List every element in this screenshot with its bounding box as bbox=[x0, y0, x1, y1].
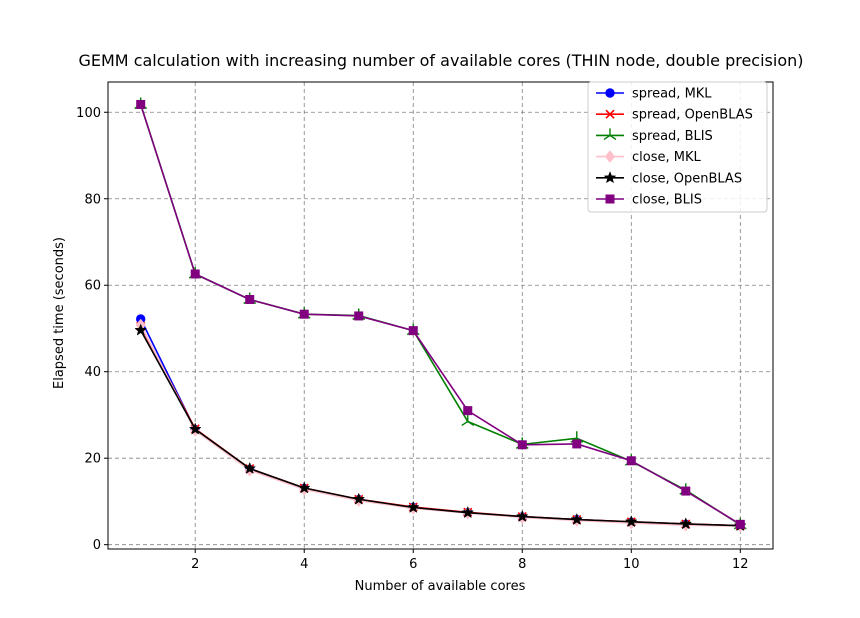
series-close-blis bbox=[136, 99, 745, 529]
legend-label: close, OpenBLAS bbox=[632, 171, 742, 186]
legend-item: close, BLIS bbox=[596, 193, 702, 208]
legend-item: spread, OpenBLAS bbox=[596, 108, 753, 123]
legend: spread, MKL spread, OpenBLAS spread, BLIS c… bbox=[587, 81, 768, 213]
data-point bbox=[408, 326, 418, 336]
series-line bbox=[139, 325, 741, 527]
x-tick-label: 8 bbox=[518, 557, 526, 572]
legend-marker bbox=[605, 194, 615, 204]
data-point bbox=[461, 505, 475, 519]
x-tick-label: 4 bbox=[300, 557, 308, 572]
legend-marker bbox=[605, 109, 615, 119]
legend-marker bbox=[603, 171, 617, 184]
data-point bbox=[354, 311, 364, 321]
data-point bbox=[570, 512, 584, 526]
legend-marker bbox=[605, 88, 615, 98]
legend-label: spread, MKL bbox=[632, 87, 712, 102]
legend-item: close, MKL bbox=[596, 150, 701, 165]
legend-item: spread, MKL bbox=[596, 87, 712, 102]
data-point bbox=[463, 406, 473, 416]
data-point bbox=[188, 422, 202, 435]
data-point bbox=[352, 492, 366, 505]
legend-label: spread, BLIS bbox=[632, 129, 713, 144]
y-tick-label: 20 bbox=[84, 452, 101, 467]
data-point bbox=[681, 486, 691, 496]
data-point bbox=[136, 99, 146, 109]
legend-item: spread, BLIS bbox=[596, 128, 713, 144]
data-point bbox=[406, 500, 420, 513]
ticks: 2 4 6 8 10 12 0 20 40 60 80 100 bbox=[76, 106, 748, 572]
x-axis-label: Number of available cores bbox=[355, 579, 526, 594]
data-point bbox=[626, 456, 636, 466]
y-tick-label: 0 bbox=[93, 538, 101, 553]
series-layer bbox=[134, 97, 747, 533]
series-spread-openblas bbox=[136, 321, 745, 531]
legend-label: spread, OpenBLAS bbox=[632, 108, 753, 123]
legend-marker bbox=[604, 150, 616, 163]
data-point bbox=[461, 414, 475, 427]
data-point bbox=[624, 515, 638, 528]
series-spread-mkl bbox=[136, 314, 745, 531]
chart-title: GEMM calculation with increasing number … bbox=[78, 51, 803, 70]
series-close-openblas bbox=[134, 323, 747, 532]
y-tick-label: 60 bbox=[84, 279, 101, 294]
series-line bbox=[139, 318, 741, 527]
legend-box bbox=[587, 81, 768, 213]
data-point bbox=[190, 269, 200, 279]
x-tick-label: 12 bbox=[732, 557, 749, 572]
y-axis-label: Elapsed time (seconds) bbox=[52, 237, 67, 389]
x-tick-label: 10 bbox=[623, 557, 640, 572]
legend-label: close, MKL bbox=[632, 150, 701, 165]
data-point bbox=[572, 439, 582, 449]
data-point bbox=[243, 461, 257, 474]
legend-label: close, BLIS bbox=[632, 193, 702, 208]
series-line bbox=[139, 104, 741, 526]
legend-item: close, OpenBLAS bbox=[596, 171, 742, 186]
y-tick-label: 100 bbox=[76, 106, 101, 121]
series-close-mkl bbox=[135, 318, 746, 533]
data-point bbox=[517, 440, 527, 450]
data-point bbox=[515, 509, 529, 522]
y-tick-label: 40 bbox=[84, 365, 101, 380]
series-line bbox=[139, 324, 741, 527]
legend-marker bbox=[603, 128, 617, 140]
x-tick-label: 6 bbox=[409, 557, 417, 572]
data-point bbox=[735, 519, 745, 529]
series-line bbox=[139, 329, 741, 527]
data-point bbox=[245, 295, 255, 305]
data-point bbox=[299, 309, 309, 319]
data-point bbox=[297, 481, 311, 494]
plot-frame bbox=[107, 81, 774, 550]
data-point bbox=[134, 323, 148, 336]
y-tick-label: 80 bbox=[84, 192, 101, 207]
data-point bbox=[679, 517, 693, 530]
x-tick-label: 2 bbox=[191, 557, 199, 572]
